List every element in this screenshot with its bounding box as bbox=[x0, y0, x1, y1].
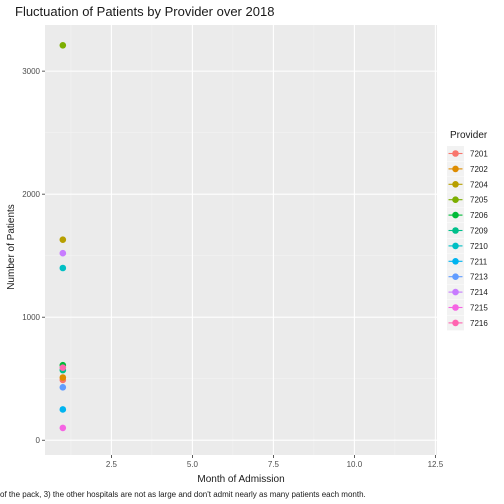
data-point-7216 bbox=[59, 364, 67, 371]
legend-label-7205: 7205 bbox=[470, 196, 488, 205]
data-point-7210 bbox=[59, 264, 67, 272]
legend-point-7206 bbox=[452, 211, 459, 219]
legend-point-7216 bbox=[452, 319, 459, 327]
x-tick-label: 10.0 bbox=[347, 460, 363, 469]
legend-point-7204 bbox=[452, 181, 459, 188]
legend-label-7206: 7206 bbox=[470, 211, 488, 220]
legend-title: Provider bbox=[450, 130, 488, 141]
legend-label-7215: 7215 bbox=[470, 304, 488, 313]
grid-lines bbox=[45, 25, 437, 455]
data-point-7214 bbox=[59, 249, 67, 257]
legend-label-7209: 7209 bbox=[470, 227, 488, 236]
y-axis-title: Number of Patients bbox=[6, 204, 17, 290]
data-point-7205 bbox=[59, 42, 67, 49]
legend-label-7216: 7216 bbox=[470, 319, 488, 328]
y-tick-label: 3000 bbox=[22, 67, 40, 76]
y-tick-label: 0 bbox=[36, 436, 41, 445]
legend-point-7205 bbox=[452, 196, 459, 203]
legend-label-7201: 7201 bbox=[470, 150, 488, 159]
legend-point-7211 bbox=[452, 258, 459, 265]
legend-label-7211: 7211 bbox=[470, 257, 488, 266]
legend: Provider 7201 7202 7204 7205 7206 7209 7210 721… bbox=[447, 130, 488, 331]
x-tick-label: 2.5 bbox=[106, 460, 118, 469]
legend-point-7215 bbox=[452, 304, 459, 311]
data-point-7211 bbox=[59, 406, 67, 413]
legend-point-7213 bbox=[452, 273, 459, 281]
plot-panel bbox=[45, 25, 437, 455]
figure-caption: of the pack, 3) the other hospitals are … bbox=[0, 490, 366, 499]
x-tick-label: 5.0 bbox=[187, 460, 199, 469]
legend-label-7204: 7204 bbox=[470, 180, 488, 189]
x-axis-ticks: 2.5 5.0 7.5 10.0 12.5 bbox=[106, 455, 444, 469]
legend-label-7214: 7214 bbox=[470, 288, 488, 297]
y-tick-label: 2000 bbox=[22, 190, 40, 199]
data-point-7215 bbox=[59, 424, 67, 432]
data-point-7202 bbox=[59, 374, 67, 381]
legend-point-7210 bbox=[452, 242, 459, 250]
data-point-7204 bbox=[59, 236, 67, 243]
x-axis-title: Month of Admission bbox=[197, 474, 284, 485]
legend-point-7214 bbox=[452, 288, 459, 296]
x-tick-label: 12.5 bbox=[428, 460, 444, 469]
y-axis-ticks: 0 1000 2000 3000 bbox=[22, 67, 45, 445]
y-tick-label: 1000 bbox=[22, 313, 40, 322]
legend-point-7202 bbox=[452, 165, 459, 173]
legend-point-7209 bbox=[452, 227, 459, 234]
legend-label-7210: 7210 bbox=[470, 242, 488, 251]
legend-point-7201 bbox=[452, 150, 459, 157]
legend-label-7202: 7202 bbox=[470, 165, 488, 174]
data-point-7213 bbox=[59, 384, 67, 391]
x-tick-label: 7.5 bbox=[268, 460, 280, 469]
chart-title: Fluctuation of Patients by Provider over… bbox=[15, 4, 274, 19]
legend-label-7213: 7213 bbox=[470, 273, 488, 282]
data-points bbox=[59, 42, 67, 432]
